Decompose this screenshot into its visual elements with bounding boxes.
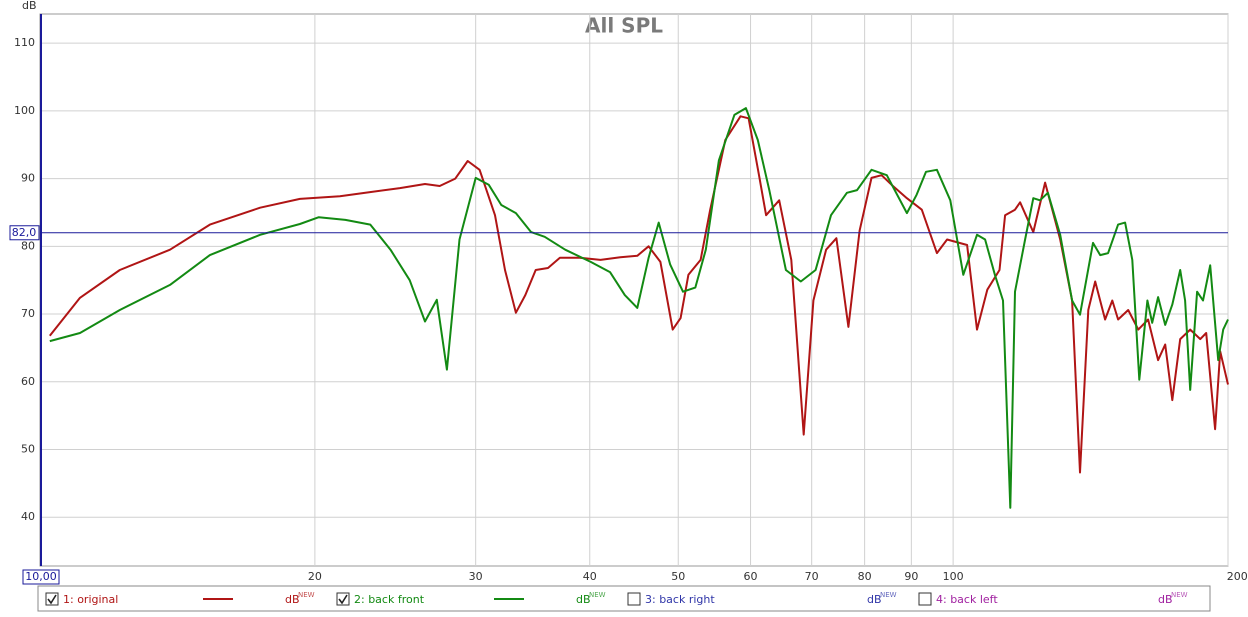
legend-checkbox[interactable] <box>627 592 641 606</box>
legend-unit: dB <box>576 593 591 606</box>
x-tick-label: 90 <box>904 570 918 583</box>
y-tick-label: 40 <box>21 510 35 523</box>
legend-unit-sup: NEW <box>589 591 606 599</box>
legend-unit-sup: NEW <box>1171 591 1188 599</box>
cursor-label: 82,0 <box>12 226 37 239</box>
y-tick-label: 60 <box>21 375 35 388</box>
legend-unit-sup: NEW <box>298 591 315 599</box>
legend-checkmark <box>338 594 348 605</box>
plot-area <box>39 13 1229 567</box>
series-layer <box>49 107 1229 509</box>
legend-box <box>37 585 1211 612</box>
cursor-label: 10,00 <box>25 570 57 583</box>
legend-checkbox[interactable] <box>45 592 59 606</box>
x-tick-label: 100 <box>943 570 964 583</box>
legend-checkbox[interactable] <box>336 592 350 606</box>
series-line <box>49 115 1229 474</box>
x-tick-label: 20 <box>308 570 322 583</box>
cursor-label-box <box>22 569 60 585</box>
legend-checkbox[interactable] <box>918 592 932 606</box>
cursor-label-box <box>9 225 40 241</box>
chart-title: All SPL <box>585 14 663 38</box>
x-tick-label: 70 <box>805 570 819 583</box>
y-axis-label: dB <box>22 0 37 12</box>
legend-label: 1: original <box>63 593 118 606</box>
legend-label: 2: back front <box>354 593 425 606</box>
y-tick-label: 80 <box>21 239 35 252</box>
series-line <box>49 107 1229 509</box>
y-tick-label: 90 <box>21 172 35 185</box>
legend-unit: dB <box>285 593 300 606</box>
legend-label: 3: back right <box>645 593 715 606</box>
x-tick-label: 60 <box>744 570 758 583</box>
x-tick-label: 50 <box>671 570 685 583</box>
y-tick-label: 70 <box>21 307 35 320</box>
legend-unit: dB <box>867 593 882 606</box>
legend-unit-sup: NEW <box>880 591 897 599</box>
y-tick-label: 110 <box>14 36 35 49</box>
y-tick-label: 100 <box>14 104 35 117</box>
x-tick-label: 80 <box>858 570 872 583</box>
x-tick-label: 30 <box>469 570 483 583</box>
legend-unit: dB <box>1158 593 1173 606</box>
y-tick-label: 50 <box>21 443 35 456</box>
legend-label: 4: back left <box>936 593 998 606</box>
legend-checkmark <box>47 594 57 605</box>
x-tick-label: 40 <box>583 570 597 583</box>
x-tick-label: 200 Hz <box>1227 570 1248 583</box>
